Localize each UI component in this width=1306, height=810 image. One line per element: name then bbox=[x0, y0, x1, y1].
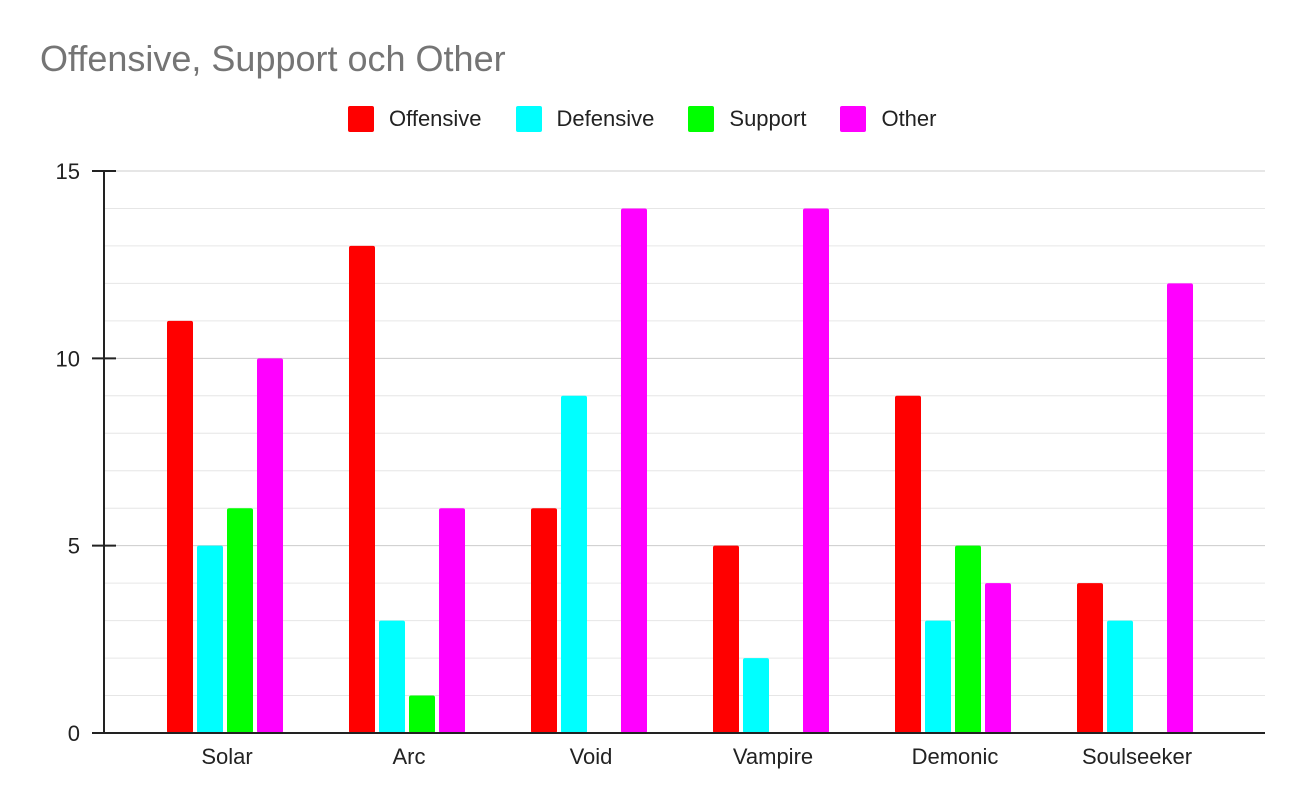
y-tick-label: 10 bbox=[56, 346, 80, 371]
x-tick-label: Arc bbox=[393, 744, 426, 769]
legend-item-other: Other bbox=[840, 106, 936, 132]
bar-other-arc bbox=[439, 508, 465, 733]
legend-label-other: Other bbox=[881, 106, 937, 131]
bar-support-demonic bbox=[955, 545, 981, 733]
legend-item-defensive: Defensive bbox=[515, 106, 655, 132]
bar-support-solar bbox=[227, 508, 253, 733]
y-tick-label: 15 bbox=[56, 159, 80, 184]
legend-label-support: Support bbox=[729, 106, 807, 131]
bar-defensive-arc bbox=[379, 620, 405, 733]
legend-label-offensive: Offensive bbox=[389, 106, 482, 131]
y-tick-label: 0 bbox=[68, 721, 80, 746]
bar-defensive-void bbox=[561, 395, 587, 733]
legend-swatch-defensive bbox=[515, 106, 542, 132]
legend-item-offensive: Offensive bbox=[348, 106, 482, 132]
bar-other-demonic bbox=[985, 583, 1011, 733]
y-tick-label: 5 bbox=[68, 534, 80, 559]
bar-offensive-solar bbox=[167, 320, 193, 733]
bar-other-soulseeker bbox=[1167, 283, 1193, 733]
chart-legend: Offensive Defensive Support Other bbox=[348, 104, 970, 134]
bar-other-void bbox=[621, 208, 647, 733]
bar-offensive-void bbox=[531, 508, 557, 733]
legend-item-support: Support bbox=[688, 106, 806, 132]
legend-swatch-other bbox=[840, 106, 867, 132]
x-tick-label: Void bbox=[570, 744, 613, 769]
bar-offensive-vampire bbox=[713, 545, 739, 733]
x-tick-label: Demonic bbox=[912, 744, 999, 769]
chart-title: Offensive, Support och Other bbox=[40, 38, 506, 79]
bar-defensive-solar bbox=[197, 545, 223, 733]
bar-offensive-arc bbox=[349, 245, 375, 733]
bar-other-solar bbox=[257, 358, 283, 733]
x-tick-label: Solar bbox=[201, 744, 252, 769]
bar-defensive-demonic bbox=[925, 620, 951, 733]
legend-swatch-offensive bbox=[348, 106, 374, 132]
bar-offensive-soulseeker bbox=[1077, 583, 1103, 733]
legend-label-defensive: Defensive bbox=[556, 106, 655, 131]
bar-other-vampire bbox=[803, 208, 829, 733]
bar-support-arc bbox=[409, 695, 435, 733]
x-tick-label: Soulseeker bbox=[1082, 744, 1192, 769]
bar-defensive-soulseeker bbox=[1107, 620, 1133, 733]
bar-defensive-vampire bbox=[743, 658, 769, 733]
x-tick-label: Vampire bbox=[733, 744, 813, 769]
legend-swatch-support bbox=[688, 106, 715, 132]
bar-offensive-demonic bbox=[895, 395, 921, 733]
